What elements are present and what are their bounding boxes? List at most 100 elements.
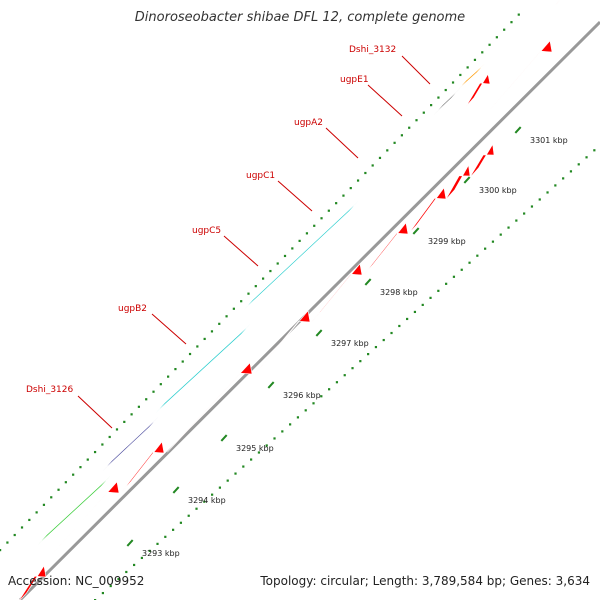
outer-track-dot xyxy=(50,496,53,499)
feature-track xyxy=(19,0,561,600)
cds-arrow xyxy=(555,0,561,6)
backbone-line xyxy=(18,20,600,600)
inner-track-dot xyxy=(343,374,346,377)
inner-track-dot xyxy=(296,416,300,419)
outer-track-dot xyxy=(415,119,418,122)
outer-track-dot xyxy=(495,36,498,39)
outer-track-dot xyxy=(283,254,287,258)
cds-arrow xyxy=(255,310,311,374)
outer-track-dot xyxy=(79,466,82,469)
inner-track-dot xyxy=(374,345,378,349)
inner-track-dot xyxy=(398,324,401,328)
gene-leader-line xyxy=(223,235,259,267)
scale-tick-label: 3298 kbp xyxy=(380,288,418,297)
inner-track-dot xyxy=(320,395,323,398)
gene-leader-line xyxy=(367,84,403,117)
outer-track-dot xyxy=(137,405,141,408)
feature-orange xyxy=(457,63,486,90)
scale-tick-mark xyxy=(463,176,471,184)
outer-track-dot xyxy=(6,541,9,544)
outer-track-dot xyxy=(371,164,374,167)
inner-track-dot xyxy=(538,198,541,201)
inner-dot-track xyxy=(94,149,596,600)
outer-track-dot xyxy=(364,171,367,175)
inner-track-dot xyxy=(101,591,105,595)
outer-track-dot xyxy=(386,149,389,152)
inner-track-dot xyxy=(203,500,206,503)
outer-track-dot xyxy=(210,330,214,333)
inner-track-dot xyxy=(562,177,565,180)
inner-track-dot xyxy=(468,261,471,264)
outer-track-dot xyxy=(291,247,294,250)
scale-tick-mark xyxy=(364,278,372,286)
outer-track-dot xyxy=(451,81,455,84)
inner-track-dot xyxy=(585,156,588,159)
outer-track-dot xyxy=(145,398,148,401)
outer-track-dot xyxy=(254,285,257,288)
outer-track-dot xyxy=(335,202,338,205)
outer-track-dot xyxy=(510,21,513,24)
outer-track-dot xyxy=(327,209,330,212)
outer-track-dot xyxy=(72,473,75,476)
gene-leader-line xyxy=(277,180,313,212)
inner-track-dot xyxy=(484,247,487,250)
accession-text: Accession: NC_009952 xyxy=(8,574,145,588)
outer-track-dot xyxy=(57,488,60,491)
outer-track-dot xyxy=(196,345,199,348)
outer-track-dot xyxy=(408,126,411,129)
outer-track-dot xyxy=(225,315,228,318)
outer-track-dot xyxy=(481,51,484,54)
gene-label: Dshi_3132 xyxy=(349,45,396,55)
outer-track-dot xyxy=(188,352,192,356)
outer-track-dot xyxy=(181,360,184,363)
scale-tick-mark xyxy=(267,381,275,389)
outer-track-dot xyxy=(488,43,491,46)
gene-labels: Dshi_3126 ugpB2 ugpC5 ugpC1 ugpA2 ugpE1 Dshi_3… xyxy=(26,45,431,429)
cds-arrow-small xyxy=(465,73,491,107)
inner-track-dot xyxy=(351,367,354,370)
outer-track-dot xyxy=(108,435,111,439)
scale-tick-label: 3297 kbp xyxy=(331,339,369,348)
inner-track-dot xyxy=(390,331,393,335)
outer-track-dot xyxy=(444,88,447,92)
gene-label: ugpE1 xyxy=(340,75,369,85)
outer-track-dot xyxy=(42,503,46,506)
inner-track-dot xyxy=(491,240,495,243)
inner-track-dot xyxy=(179,521,183,524)
outer-track-dot xyxy=(313,224,316,227)
outer-track-dot xyxy=(430,104,433,107)
outer-track-dot xyxy=(152,390,155,393)
inner-track-dot xyxy=(460,268,463,271)
inner-track-dot xyxy=(273,437,276,440)
feature-gray-dshi-3132 xyxy=(433,87,461,116)
inner-track-dot xyxy=(211,493,214,496)
inner-track-dot xyxy=(187,514,190,517)
scale-tick-label: 3294 kbp xyxy=(188,496,226,505)
outer-track-dot xyxy=(159,383,162,386)
feature-cyan-ugpb2 xyxy=(155,323,251,414)
outer-track-dot xyxy=(517,13,520,16)
inner-track-dot xyxy=(476,254,479,257)
inner-track-dot xyxy=(304,409,307,412)
outer-track-dot xyxy=(64,481,67,484)
outer-track-dot xyxy=(101,443,104,446)
outer-track-dot xyxy=(261,277,265,280)
inner-track-dot xyxy=(499,233,502,236)
cds-arrow xyxy=(19,564,47,600)
gene-leader-line xyxy=(77,395,113,429)
inner-track-dot xyxy=(515,219,518,222)
scale-tick-mark xyxy=(514,126,522,134)
inner-track-dot xyxy=(507,226,510,229)
inner-track-dot xyxy=(437,289,440,292)
outer-track-dot xyxy=(232,307,235,310)
cds-arrow xyxy=(121,441,165,493)
outer-track-dot xyxy=(130,413,133,416)
outer-track-dot xyxy=(437,96,440,99)
outer-track-dot xyxy=(123,420,126,423)
gene-label: ugpB2 xyxy=(118,304,147,314)
outer-track-dot xyxy=(35,511,38,514)
outer-track-dot xyxy=(13,533,16,537)
scale-tick-label: 3299 kbp xyxy=(428,237,466,246)
outer-track-dot xyxy=(422,111,425,114)
